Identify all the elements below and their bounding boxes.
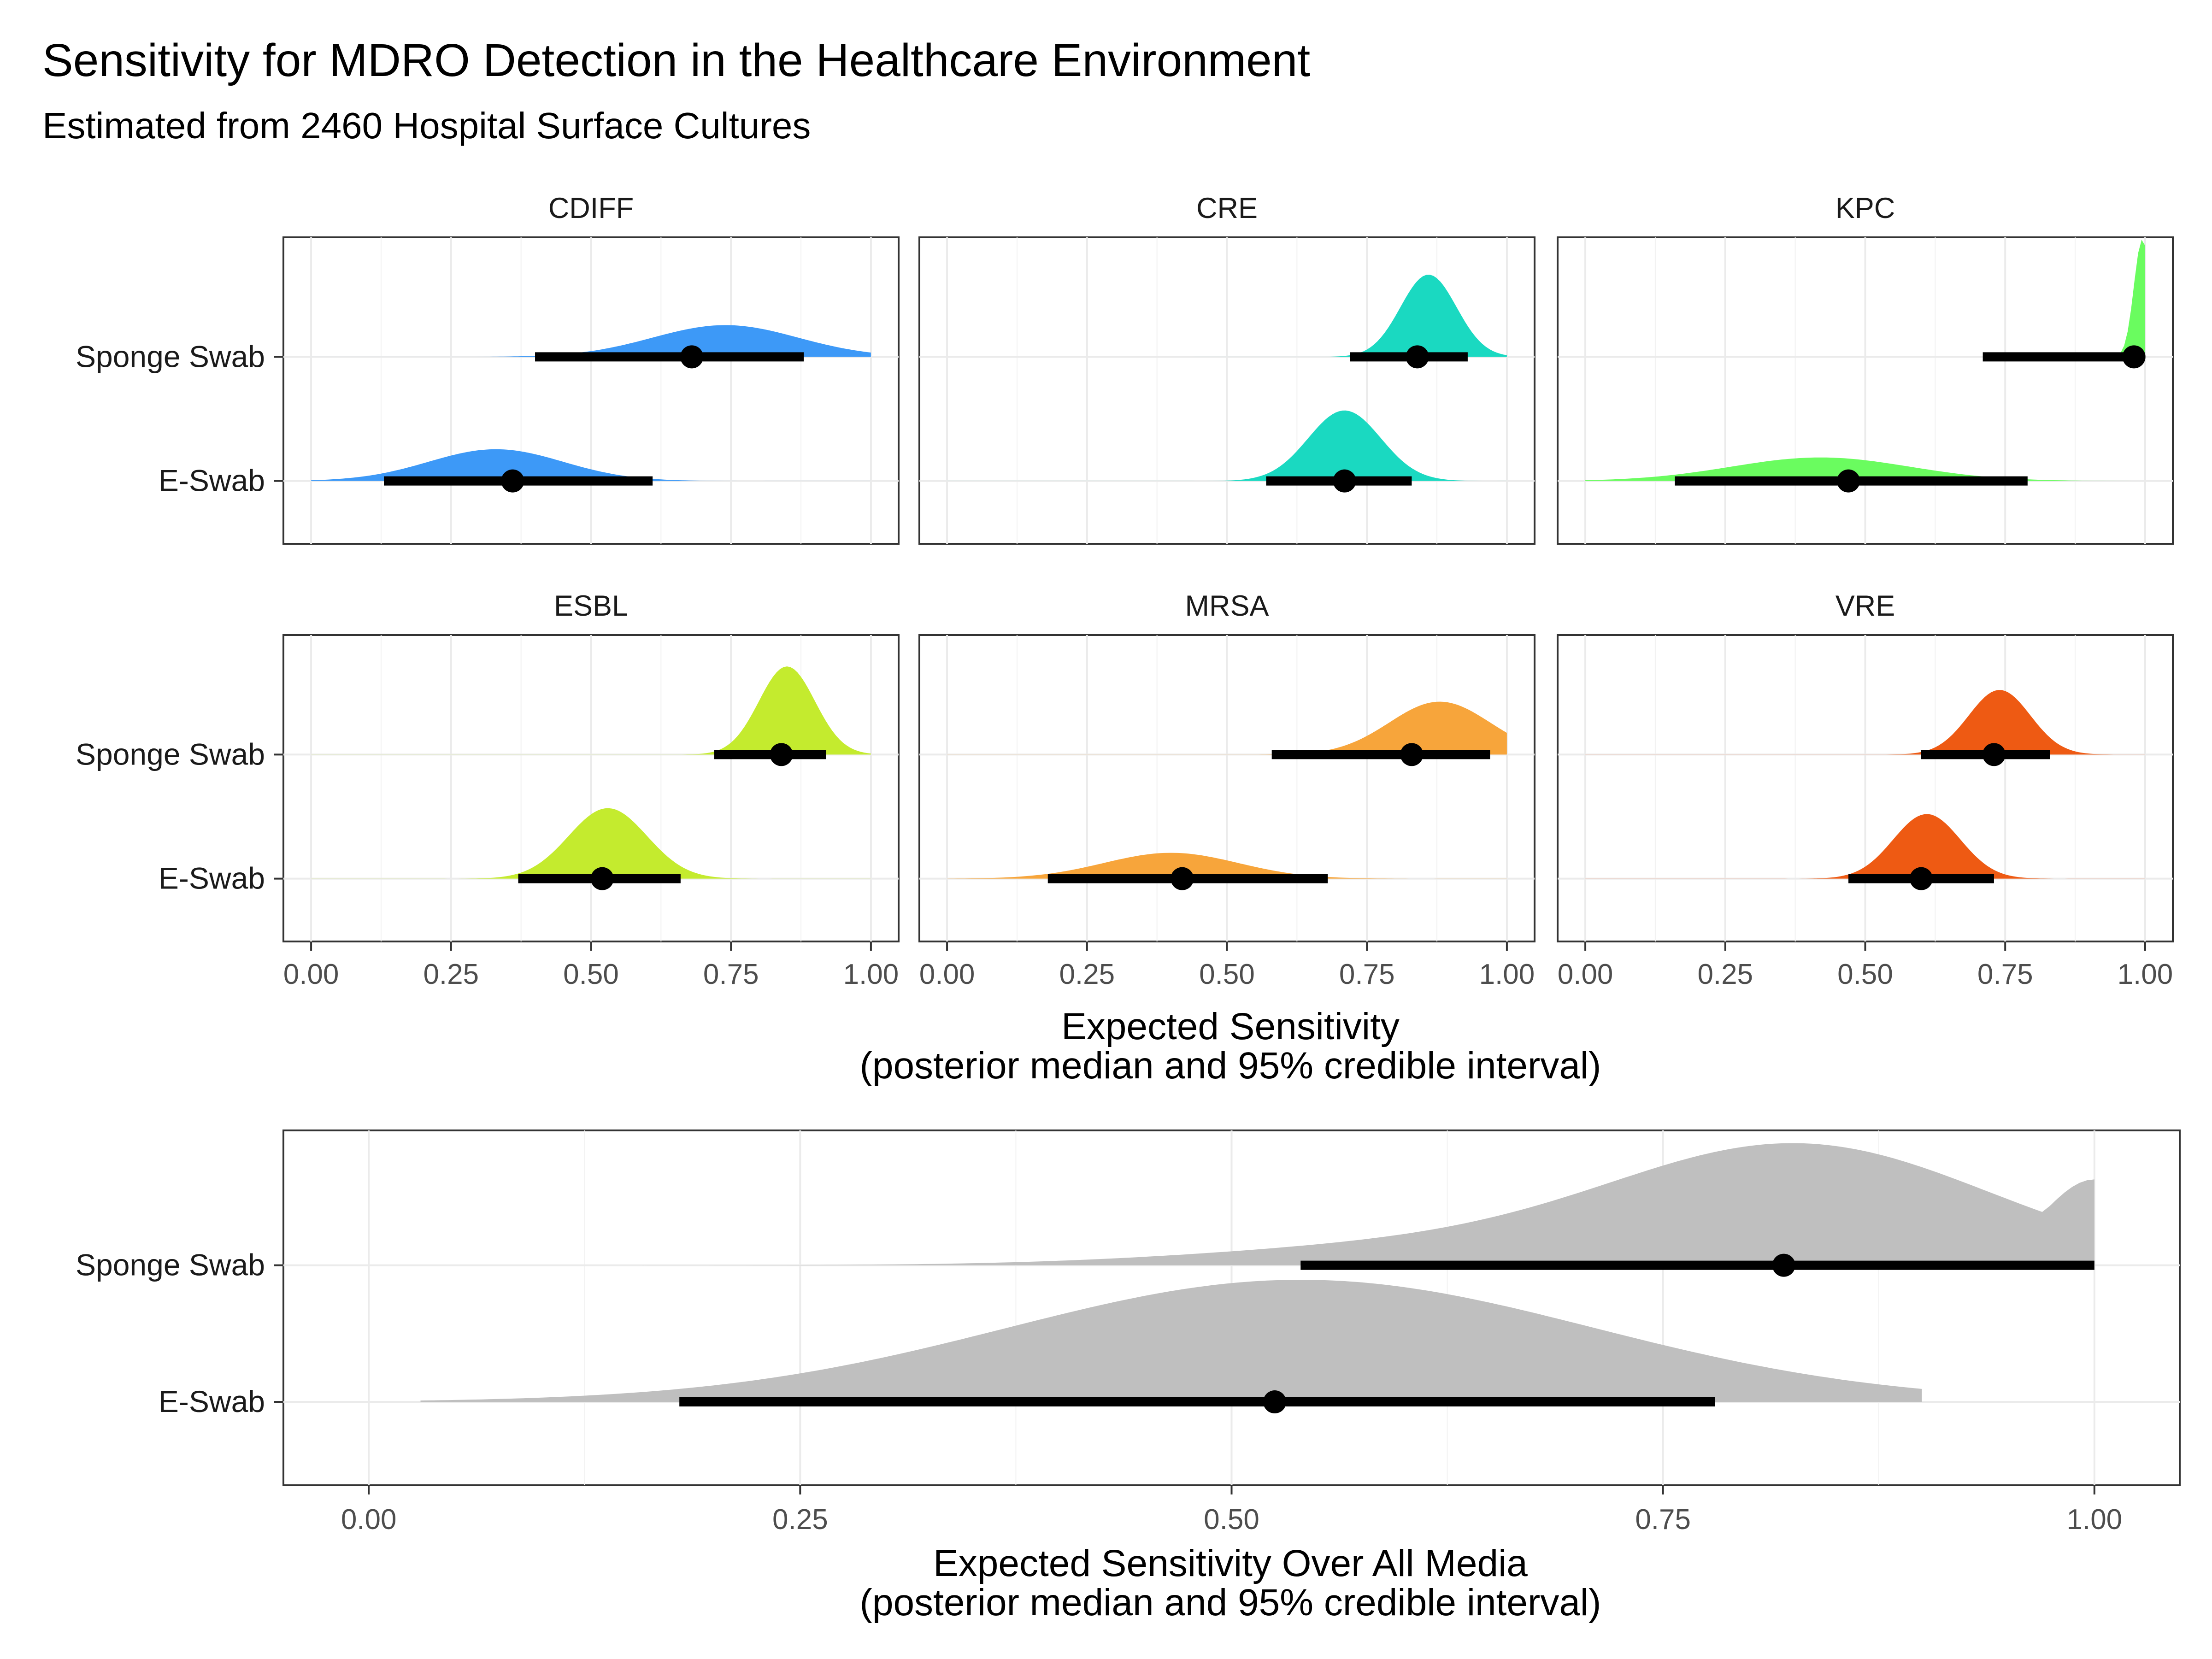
x-tick-label: 0.00: [341, 1504, 397, 1535]
e-swab-halfeye: [1585, 457, 2145, 493]
e-swab-median-point: [1333, 469, 1356, 493]
e-swab-halfeye: [947, 853, 1507, 890]
x-tick-label: 0.25: [1059, 959, 1115, 990]
e-swab-halfeye: [311, 808, 871, 890]
overall-x-axis-title-line1: Expected Sensitivity Over All Media: [933, 1542, 1528, 1584]
x-tick-label: 0.25: [1697, 959, 1753, 990]
sponge-swab-density: [311, 325, 871, 357]
sponge-swab-halfeye: [311, 325, 871, 369]
y-category-label: E-Swab: [159, 861, 265, 895]
sponge-swab-density: [311, 666, 871, 755]
sponge-swab-median-point: [2122, 345, 2146, 369]
sponge-swab-density: [947, 701, 1507, 755]
x-tick-label: 0.00: [283, 959, 339, 990]
e-swab-median-point: [590, 867, 614, 890]
sponge-swab-halfeye: [947, 701, 1507, 766]
overall-x-axis-title-line2: (posterior median and 95% credible inter…: [860, 1582, 1601, 1624]
sponge-swab-median-point: [680, 345, 704, 369]
overall-sponge-swab-halfeye: [455, 1143, 2094, 1277]
chart-title: Sensitivity for MDRO Detection in the He…: [42, 35, 1310, 86]
y-category-label: E-Swab: [159, 464, 265, 498]
facet-grid: CDIFF Sponge Swab E-Swab CRE KPC ESBL Sponge S…: [76, 192, 2174, 990]
facet-strip-label: CDIFF: [548, 192, 634, 224]
y-category-label: Sponge Swab: [76, 1248, 265, 1282]
x-tick-label: 0.25: [423, 959, 479, 990]
facet-kpc: KPC: [1557, 192, 2174, 545]
overall-sponge-swab-density: [455, 1143, 2094, 1265]
sponge-swab-halfeye: [1585, 240, 2146, 369]
e-swab-halfeye: [1585, 814, 2145, 890]
overall-e-swab-density: [420, 1280, 1922, 1402]
x-tick-label: 1.00: [1479, 959, 1535, 990]
facet-esbl: ESBL Sponge Swab E-Swab 0.00 0.25 0.50 0.75 1.0…: [76, 590, 900, 990]
sponge-swab-halfeye: [947, 275, 1507, 369]
x-tick-label: 0.50: [1837, 959, 1893, 990]
e-swab-median-point: [1171, 867, 1194, 890]
e-swab-density: [947, 410, 1507, 481]
x-tick-label: 0.50: [563, 959, 619, 990]
x-tick-label: 0.50: [1199, 959, 1255, 990]
x-tick-label: 0.00: [919, 959, 975, 990]
x-tick-label: 0.75: [703, 959, 759, 990]
x-tick-label: 0.50: [1204, 1504, 1259, 1535]
e-swab-density: [947, 853, 1507, 879]
facet-strip-label: ESBL: [554, 590, 628, 622]
e-swab-density: [311, 449, 871, 481]
y-category-label: E-Swab: [159, 1384, 265, 1418]
e-swab-halfeye: [311, 449, 871, 493]
y-category-label: Sponge Swab: [76, 339, 265, 373]
facet-vre: VRE 0.00 0.25 0.50 0.75 1.00: [1557, 590, 2174, 990]
facet-strip-label: VRE: [1835, 590, 1895, 622]
e-swab-density: [311, 808, 871, 879]
facet-strip-label: MRSA: [1185, 590, 1269, 622]
sponge-swab-median-point: [1406, 345, 1429, 369]
x-tick-label: 0.75: [1977, 959, 2033, 990]
sponge-swab-halfeye: [311, 666, 871, 766]
x-tick-label: 0.00: [1558, 959, 1613, 990]
chart-subtitle: Estimated from 2460 Hospital Surface Cul…: [42, 105, 811, 146]
overall-e-swab-halfeye: [420, 1280, 1922, 1414]
sponge-swab-median-point: [1982, 743, 2006, 766]
x-tick-label: 1.00: [2066, 1504, 2122, 1535]
facet-mrsa: MRSA 0.00 0.25 0.50 0.75 1.00: [918, 590, 1535, 990]
facet-x-axis-title-line1: Expected Sensitivity: [1061, 1006, 1400, 1047]
facet-cdiff: CDIFF Sponge Swab E-Swab: [76, 192, 900, 545]
x-tick-label: 1.00: [2118, 959, 2173, 990]
x-tick-label: 0.75: [1635, 1504, 1691, 1535]
e-swab-density: [1585, 457, 2145, 481]
sponge-swab-median-point: [770, 743, 793, 766]
sponge-swab-median-point: [1400, 743, 1424, 766]
x-tick-label: 0.75: [1339, 959, 1395, 990]
facet-strip-label: CRE: [1196, 192, 1258, 224]
e-swab-median-point: [1909, 867, 1933, 890]
facet-cre: CRE: [918, 192, 1535, 545]
facet-strip-label: KPC: [1835, 192, 1895, 224]
sponge-swab-density: [947, 275, 1507, 357]
x-tick-label: 1.00: [843, 959, 899, 990]
sponge-swab-density: [1585, 690, 2145, 755]
y-category-label: Sponge Swab: [76, 737, 265, 771]
overall-sponge-swab-median-point: [1772, 1253, 1795, 1277]
e-swab-median-point: [1837, 469, 1860, 493]
sponge-swab-halfeye: [1585, 690, 2145, 766]
e-swab-halfeye: [947, 410, 1507, 493]
facet-x-axis-title-line2: (posterior median and 95% credible inter…: [860, 1045, 1601, 1087]
overall-panel: Sponge Swab E-Swab 0.00 0.25 0.50 0.75 1.00: [76, 1130, 2181, 1535]
e-swab-median-point: [501, 469, 524, 493]
x-tick-label: 0.25: [772, 1504, 828, 1535]
overall-e-swab-median-point: [1263, 1390, 1287, 1414]
